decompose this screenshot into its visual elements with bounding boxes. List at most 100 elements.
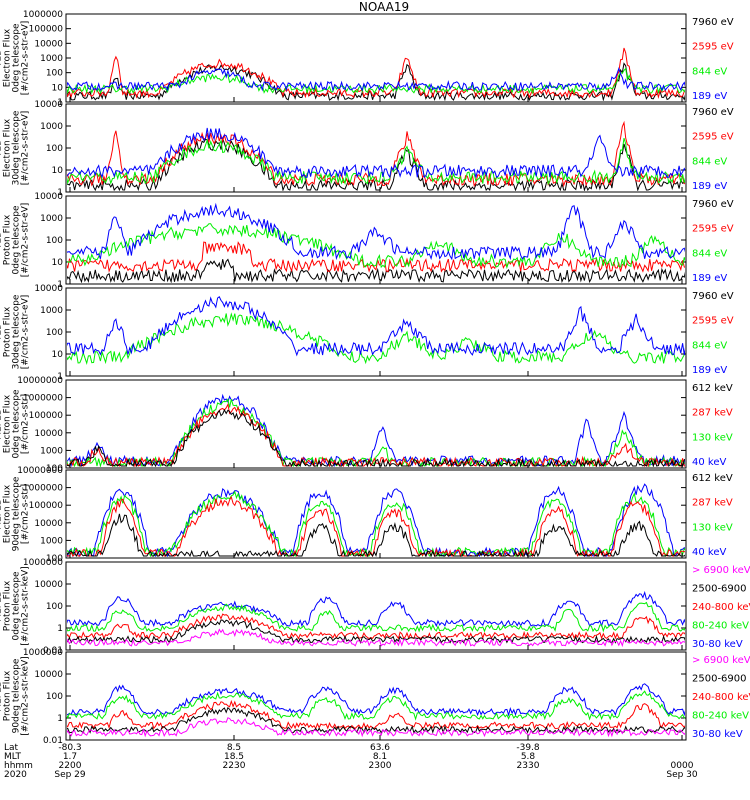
y-axis-label: MEPEDProton Flux0deg telescope[#/cm2-s-s… bbox=[0, 566, 31, 645]
traces bbox=[67, 483, 685, 557]
y-tick-label: 0.01 bbox=[43, 646, 63, 656]
x-tick-label: 18.5 bbox=[224, 752, 244, 762]
x-tick-label: 2330 bbox=[517, 761, 540, 771]
legend-entry: 7960 eV bbox=[692, 17, 734, 28]
legend-entry: 7960 eV bbox=[692, 107, 734, 118]
x-tick-label: Sep 29 bbox=[54, 770, 86, 780]
legend-entry: > 6900 keV bbox=[692, 565, 750, 576]
y-tick-label: 1000 bbox=[40, 306, 63, 316]
panel-frame bbox=[65, 469, 687, 559]
series-trace-red bbox=[67, 402, 685, 467]
legend-entry: 2595 eV bbox=[692, 42, 734, 53]
series-trace-black bbox=[67, 706, 685, 735]
series-trace-black bbox=[67, 408, 685, 467]
series-trace-blue bbox=[67, 296, 685, 357]
x-row-label: 2020 bbox=[4, 770, 27, 780]
legend-entry: 844 eV bbox=[692, 66, 727, 77]
legend-entry: 40 keV bbox=[692, 547, 726, 558]
series-trace-magenta bbox=[67, 628, 685, 648]
y-tick-label: 1 bbox=[57, 714, 63, 724]
y-tick-label: 1000000 bbox=[23, 558, 63, 568]
series-trace-red bbox=[67, 241, 685, 274]
legend-entry: 2500-6900 bbox=[692, 584, 747, 595]
y-axis-label: TEDElectron Flux30deg telescope[#/cm2-s-… bbox=[0, 110, 31, 185]
x-tick-label: 63.6 bbox=[370, 743, 390, 753]
x-row-label: MLT bbox=[4, 752, 22, 762]
series-trace-green bbox=[67, 601, 685, 633]
legend-entry: 2500-6900 bbox=[692, 674, 747, 685]
traces bbox=[67, 202, 685, 283]
series-trace-green bbox=[67, 312, 685, 366]
y-tick-label: 1000 bbox=[40, 214, 63, 224]
x-tick-label: 1.7 bbox=[63, 752, 77, 762]
legend-entry: 7960 eV bbox=[692, 199, 734, 210]
legend-entry: 30-80 keV bbox=[692, 729, 743, 740]
y-tick-label: 100 bbox=[46, 464, 63, 474]
panel-1: 1 10 100 1000 10000 100000 1000000TEDElectron … bbox=[0, 10, 734, 108]
y-axis-label: TEDProton Flux0deg telescope[#/cm2-s-str… bbox=[0, 203, 31, 278]
y-tick-label: 10000000 bbox=[17, 376, 63, 386]
x-tick-label: 2200 bbox=[59, 761, 82, 771]
series-trace-green bbox=[67, 223, 685, 270]
y-axis-label: TEDElectron Flux0deg telescope[#/cm2-s-s… bbox=[0, 21, 31, 96]
y-tick-label: 1000 bbox=[40, 446, 63, 456]
legend-entry: 240-800 keV bbox=[692, 602, 750, 613]
y-tick-label: 100 bbox=[46, 144, 63, 154]
legend-entry: > 6900 keV bbox=[692, 655, 750, 666]
y-tick-label: 1 bbox=[57, 188, 63, 198]
y-tick-label: 10000 bbox=[34, 519, 63, 529]
series-trace-blue bbox=[67, 590, 685, 628]
legend-entry: 130 keV bbox=[692, 432, 733, 443]
y-axis-label: MEPEDElectron Flux90deg telescope[#/cm2-… bbox=[0, 476, 31, 551]
series-trace-green bbox=[67, 67, 685, 95]
x-row-label: Lat bbox=[4, 743, 19, 753]
y-tick-label: 1000 bbox=[40, 122, 63, 132]
series-trace-blue bbox=[67, 483, 685, 557]
legend-entry: 844 eV bbox=[692, 248, 727, 259]
series-trace-blue bbox=[67, 683, 685, 717]
y-tick-label: 10000 bbox=[34, 100, 63, 110]
y-tick-label: 1000000 bbox=[23, 10, 63, 20]
legend-entry: 612 keV bbox=[692, 473, 733, 484]
y-tick-label: 1000000 bbox=[23, 648, 63, 658]
panel-frame bbox=[65, 561, 687, 651]
y-tick-label: 1 bbox=[57, 98, 63, 108]
legend-entry: 130 keV bbox=[692, 522, 733, 533]
panel-5: 100 1000 10000 100000 1000000 10000000 MEPEDEl… bbox=[0, 376, 733, 474]
series-trace-green bbox=[67, 398, 685, 467]
legend-entry: 40 keV bbox=[692, 457, 726, 468]
series-trace-magenta bbox=[67, 717, 685, 738]
y-tick-label: 100 bbox=[46, 692, 63, 702]
y-tick-label: 10000 bbox=[34, 39, 63, 49]
y-tick-label: 10000 bbox=[34, 284, 63, 294]
y-tick-label: 10 bbox=[52, 166, 64, 176]
legend-entry: 287 keV bbox=[692, 498, 733, 509]
legend-entry: 612 keV bbox=[692, 383, 733, 394]
x-tick-label: -39.8 bbox=[516, 743, 540, 753]
y-tick-label: 100000 bbox=[29, 411, 64, 421]
traces bbox=[67, 683, 685, 738]
legend-entry: 80-240 keV bbox=[692, 711, 749, 722]
legend-entry: 80-240 keV bbox=[692, 621, 749, 632]
legend-entry: 189 eV bbox=[692, 273, 727, 284]
panel-frame bbox=[65, 379, 687, 469]
traces bbox=[67, 393, 685, 467]
series-trace-black bbox=[67, 62, 685, 101]
series-trace-black bbox=[67, 513, 685, 557]
legend-entry: 240-800 keV bbox=[692, 692, 750, 703]
series-trace-red bbox=[67, 495, 685, 557]
y-axis-label: MEPEDElectron Flux0deg telescope[#/cm2-s… bbox=[0, 389, 31, 459]
panel-frame bbox=[65, 287, 687, 377]
series-trace-red bbox=[67, 120, 685, 188]
y-tick-label: 10 bbox=[52, 258, 64, 268]
y-axis-label: TEDProton Flux30deg telescope[#/cm2-s-st… bbox=[0, 294, 31, 369]
legend-entry: 2595 eV bbox=[692, 132, 734, 143]
legend-entry: 189 eV bbox=[692, 365, 727, 376]
series-trace-blue bbox=[67, 67, 685, 92]
y-tick-label: 1 bbox=[57, 280, 63, 290]
legend-entry: 189 eV bbox=[692, 181, 727, 192]
legend-entry: 7960 eV bbox=[692, 291, 734, 302]
